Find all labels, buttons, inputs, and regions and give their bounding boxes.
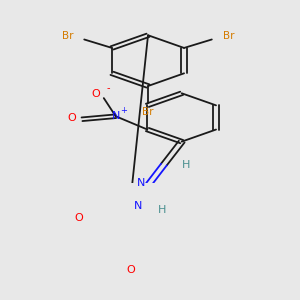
Text: N: N [134,201,142,211]
Text: Br: Br [61,31,73,41]
Text: +: + [120,106,127,115]
Text: O: O [68,113,76,123]
Text: -: - [107,83,110,93]
Text: O: O [74,213,83,223]
Text: Br: Br [142,107,154,117]
Text: N: N [112,111,120,121]
Text: O: O [127,265,136,275]
Text: N: N [137,178,145,188]
Text: H: H [182,160,190,170]
Text: Br: Br [223,31,234,41]
Text: O: O [92,89,100,100]
Text: H: H [158,205,166,215]
